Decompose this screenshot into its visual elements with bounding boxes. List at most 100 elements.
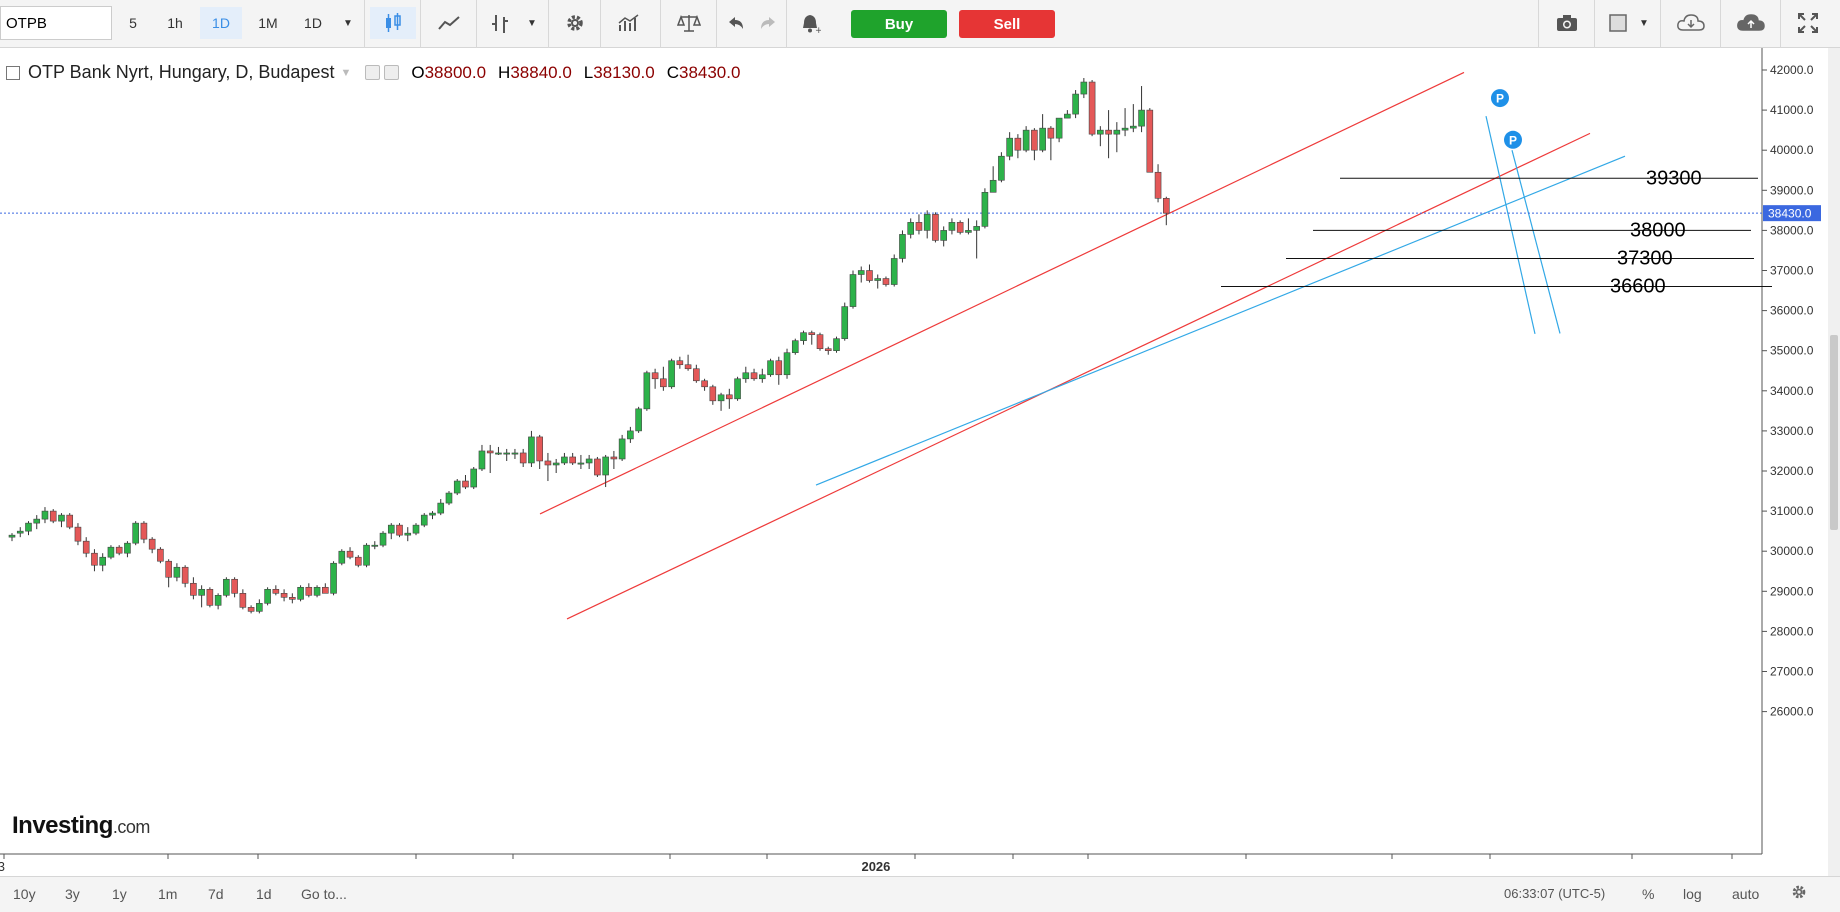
candle-down: [693, 368, 700, 382]
legend-close: C38430.0: [666, 62, 741, 82]
fullscreen-icon[interactable]: [1786, 7, 1830, 39]
candle-down: [322, 586, 329, 594]
gear-icon[interactable]: [554, 7, 596, 39]
auto-toggle[interactable]: auto: [1732, 886, 1760, 902]
collapse-legend-icon[interactable]: [6, 65, 20, 80]
candle-down: [519, 452, 527, 464]
range-3y-button[interactable]: 3y: [65, 886, 80, 902]
compare-scale-icon[interactable]: [666, 7, 712, 39]
candle-down: [206, 588, 214, 606]
candle-up: [627, 430, 634, 440]
chart-legend: OTP Bank Nyrt, Hungary, D, Budapest ▼ O3…: [6, 62, 740, 83]
studies-icon[interactable]: [606, 7, 652, 39]
trendline-steep-1: [1485, 115, 1536, 334]
range-7d-button[interactable]: 7d: [208, 886, 224, 902]
trendline-support: [815, 155, 1626, 486]
candle-up: [16, 530, 24, 534]
layout-dropdown-icon[interactable]: ▼: [1639, 17, 1649, 29]
candle-up: [198, 588, 205, 596]
settings-gear-icon[interactable]: [1790, 883, 1808, 904]
candle-up: [214, 595, 222, 606]
candle-up: [890, 258, 898, 285]
candle-up: [923, 214, 931, 231]
legend-dropdown-icon[interactable]: ▼: [340, 66, 352, 79]
candles-icon[interactable]: [370, 7, 416, 39]
candle-up: [907, 222, 915, 235]
symbol-input[interactable]: OTPB: [0, 6, 112, 40]
level-label: 36600: [1610, 276, 1666, 298]
y-tick-label: 36000.0: [1770, 304, 1814, 318]
candle-up: [857, 270, 865, 275]
range-1d-button[interactable]: 1d: [256, 886, 272, 902]
candle-down: [486, 450, 494, 454]
y-tick-label: 33000.0: [1770, 424, 1814, 438]
candle-up: [791, 340, 799, 354]
candle-down: [1146, 109, 1154, 173]
candle-down: [775, 360, 783, 376]
scrollbar-thumb[interactable]: [1830, 335, 1838, 530]
redo-icon[interactable]: [752, 7, 784, 39]
candle-up: [635, 408, 642, 432]
candle-up: [577, 462, 585, 465]
undo-icon[interactable]: [720, 7, 752, 39]
candle-down: [140, 522, 148, 540]
candle-down: [1031, 129, 1038, 151]
interval-1h-button[interactable]: 1h: [167, 15, 183, 31]
line-chart-icon[interactable]: [426, 7, 472, 39]
candle-up: [99, 556, 106, 566]
goto-button[interactable]: Go to...: [301, 886, 347, 902]
candle-up: [404, 532, 412, 536]
y-tick-label: 28000.0: [1770, 624, 1814, 638]
candle-up: [223, 578, 230, 596]
interval-1m-button[interactable]: 1M: [258, 15, 278, 31]
y-tick-label: 31000.0: [1770, 504, 1814, 518]
candle-up: [453, 480, 461, 494]
range-10y-button[interactable]: 10y: [13, 886, 36, 902]
candle-down: [816, 334, 824, 349]
candle-down: [824, 348, 832, 352]
candle-down: [536, 436, 543, 462]
svg-text:+: +: [815, 26, 821, 34]
interval-1d-button[interactable]: 1D: [200, 7, 242, 39]
top-toolbar: OTPB 5 1h 1D 1M 1D ▼ ▼ + Buy Sell: [0, 0, 1840, 48]
percent-toggle[interactable]: %: [1642, 886, 1655, 902]
candle-up: [742, 372, 750, 380]
candle-up: [132, 522, 139, 544]
interval-5-button[interactable]: 5: [129, 15, 137, 31]
candle-up: [124, 542, 131, 554]
candle-down: [866, 270, 873, 281]
buy-button[interactable]: Buy: [851, 10, 947, 38]
candle-up: [767, 360, 774, 376]
candle-up: [849, 274, 857, 307]
interval-1d-alt-button[interactable]: 1D: [304, 15, 322, 31]
settings-small-icon[interactable]: [384, 65, 400, 80]
cloud-save-icon[interactable]: [1726, 7, 1776, 39]
candle-down: [280, 593, 288, 598]
candle-down: [396, 524, 403, 536]
candle-up: [973, 226, 980, 231]
indicators-icon[interactable]: [482, 7, 518, 39]
indicators-dropdown-icon[interactable]: ▼: [527, 17, 537, 29]
layout-icon[interactable]: [1600, 7, 1636, 39]
candle-up: [1113, 129, 1121, 135]
visibility-icon[interactable]: [365, 65, 381, 80]
alert-bell-icon[interactable]: +: [790, 7, 830, 39]
candle-up: [940, 230, 947, 241]
price-chart[interactable]: 42000.0 41000.0 40000.0 39000.0 38000.0 37000…: [0, 48, 1840, 876]
sell-button[interactable]: Sell: [959, 10, 1055, 38]
interval-dropdown-icon[interactable]: ▼: [343, 17, 353, 29]
candle-up: [495, 452, 502, 455]
level-label: 39300: [1646, 167, 1702, 189]
camera-icon[interactable]: [1544, 7, 1590, 39]
candle-up: [429, 512, 436, 516]
range-1y-button[interactable]: 1y: [112, 886, 127, 902]
chart-area[interactable]: 42000.0 41000.0 40000.0 39000.0 38000.0 37000…: [0, 48, 1840, 876]
cloud-load-icon[interactable]: [1666, 7, 1716, 39]
candle-up: [25, 522, 32, 532]
channel-upper-line: [539, 71, 1465, 515]
candle-up: [965, 230, 972, 233]
candle-down: [91, 552, 98, 566]
range-1m-button[interactable]: 1m: [158, 886, 178, 902]
log-toggle[interactable]: log: [1683, 886, 1702, 902]
candle-up: [437, 502, 445, 514]
